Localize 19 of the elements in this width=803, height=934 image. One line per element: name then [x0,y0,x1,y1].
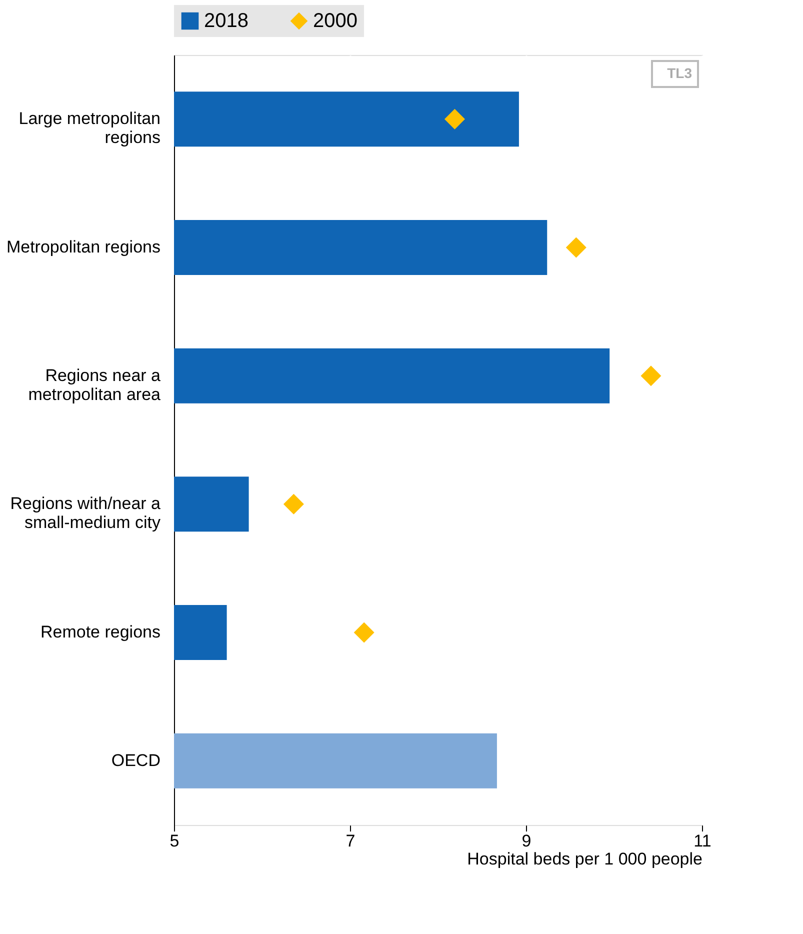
point [354,622,374,643]
point [566,237,586,258]
y-tick-label: Large metropolitan regions [18,109,160,148]
y-tick-label: Remote regions [40,622,160,642]
legend-label: 2018 [204,10,248,32]
y-tick-label: Regions with/near a small-medium city [10,494,162,532]
point [640,366,662,386]
x-tick-label: 5 [170,832,180,850]
y-tick-label: OECD [111,750,160,770]
x-tick-label: 7 [346,832,356,850]
point [283,494,304,514]
legend-label: 2000 [313,10,358,32]
y-tick-label: Metropolitan regions [6,238,160,256]
x-tick-label: 11 [694,832,712,850]
x-axis-title: Hospital beds per 1 000 people [467,850,702,868]
point [444,108,465,130]
annotation: TL3 [667,65,692,81]
x-tick-label: 9 [522,832,532,850]
y-tick-label: Regions near a metropolitan area [28,366,162,404]
